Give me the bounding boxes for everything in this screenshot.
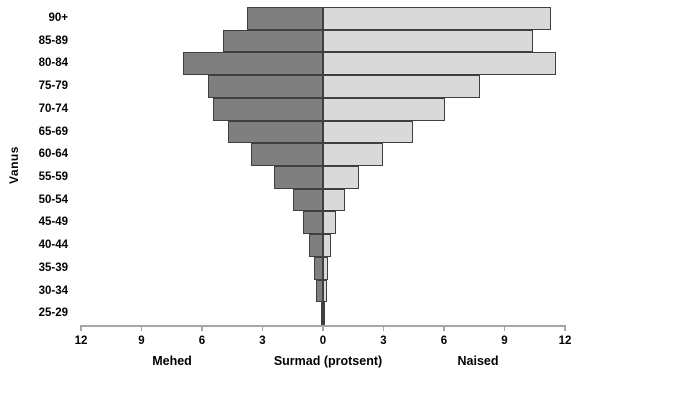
age-label: 30-34 [38,284,68,297]
age-label: 35-39 [38,261,68,274]
age-label: 70-74 [38,102,68,115]
axis-tick [140,325,143,331]
left-series-title: Mehed [152,354,192,368]
tick-label: 12 [558,335,572,347]
bar-naised-80-84 [323,52,556,76]
age-label: 55-59 [38,170,68,183]
axis-tick [443,325,445,331]
bar-naised-90+ [323,7,551,30]
bar-mehed-60-64 [251,143,323,166]
bar-mehed-30-34 [316,279,323,303]
bar-mehed-25-29 [320,302,323,325]
x-axis-title: Surmad (protsent) [273,354,383,368]
bar-mehed-80-84 [182,52,323,76]
age-label: 40-44 [38,239,68,252]
tick-label: 6 [440,335,448,347]
tick-label: 6 [198,335,206,347]
bar-naised-50-54 [323,188,345,212]
bar-mehed-35-39 [313,256,323,280]
age-label: 25-29 [38,307,68,320]
bar-mehed-75-79 [208,75,323,98]
bar-naised-65-69 [323,120,413,144]
bar-naised-40-44 [323,234,332,257]
bar-naised-75-79 [323,75,481,98]
bar-naised-85-89 [323,29,533,53]
axis-tick [80,325,82,331]
bar-mehed-85-89 [223,29,323,53]
bar-naised-25-29 [323,302,326,325]
bar-mehed-90+ [247,7,323,30]
right-series-title: Naised [457,354,499,368]
tick-label: 3 [259,335,266,347]
axis-tick [201,325,203,331]
age-label: 90+ [48,12,68,24]
axis-tick [382,325,385,331]
bar-naised-60-64 [323,143,384,166]
tick-label: 3 [380,335,387,347]
axis-tick [503,325,506,331]
axis-tick [564,325,566,331]
age-label: 60-64 [38,148,68,161]
tick-label: 0 [319,335,327,347]
bar-naised-35-39 [323,256,329,280]
bar-naised-55-59 [323,165,360,189]
tick-label: 9 [138,335,145,347]
age-label: 80-84 [38,57,68,70]
bar-naised-70-74 [323,97,445,121]
tick-label: 9 [501,335,508,347]
bar-mehed-40-44 [308,234,323,257]
bar-naised-30-34 [323,279,328,303]
age-label: 45-49 [38,216,68,229]
bar-mehed-70-74 [213,97,323,121]
bar-mehed-45-49 [302,211,323,235]
tick-label: 12 [74,335,88,347]
axis-tick [322,325,324,331]
age-label: 75-79 [38,80,68,93]
bar-mehed-55-59 [273,165,323,189]
age-label: 85-89 [38,34,68,47]
bar-mehed-65-69 [228,120,323,144]
bar-mehed-50-54 [293,188,323,212]
age-label: 65-69 [38,125,68,138]
axis-tick [261,325,264,331]
bar-naised-45-49 [323,211,337,235]
age-label: 50-54 [38,193,68,206]
